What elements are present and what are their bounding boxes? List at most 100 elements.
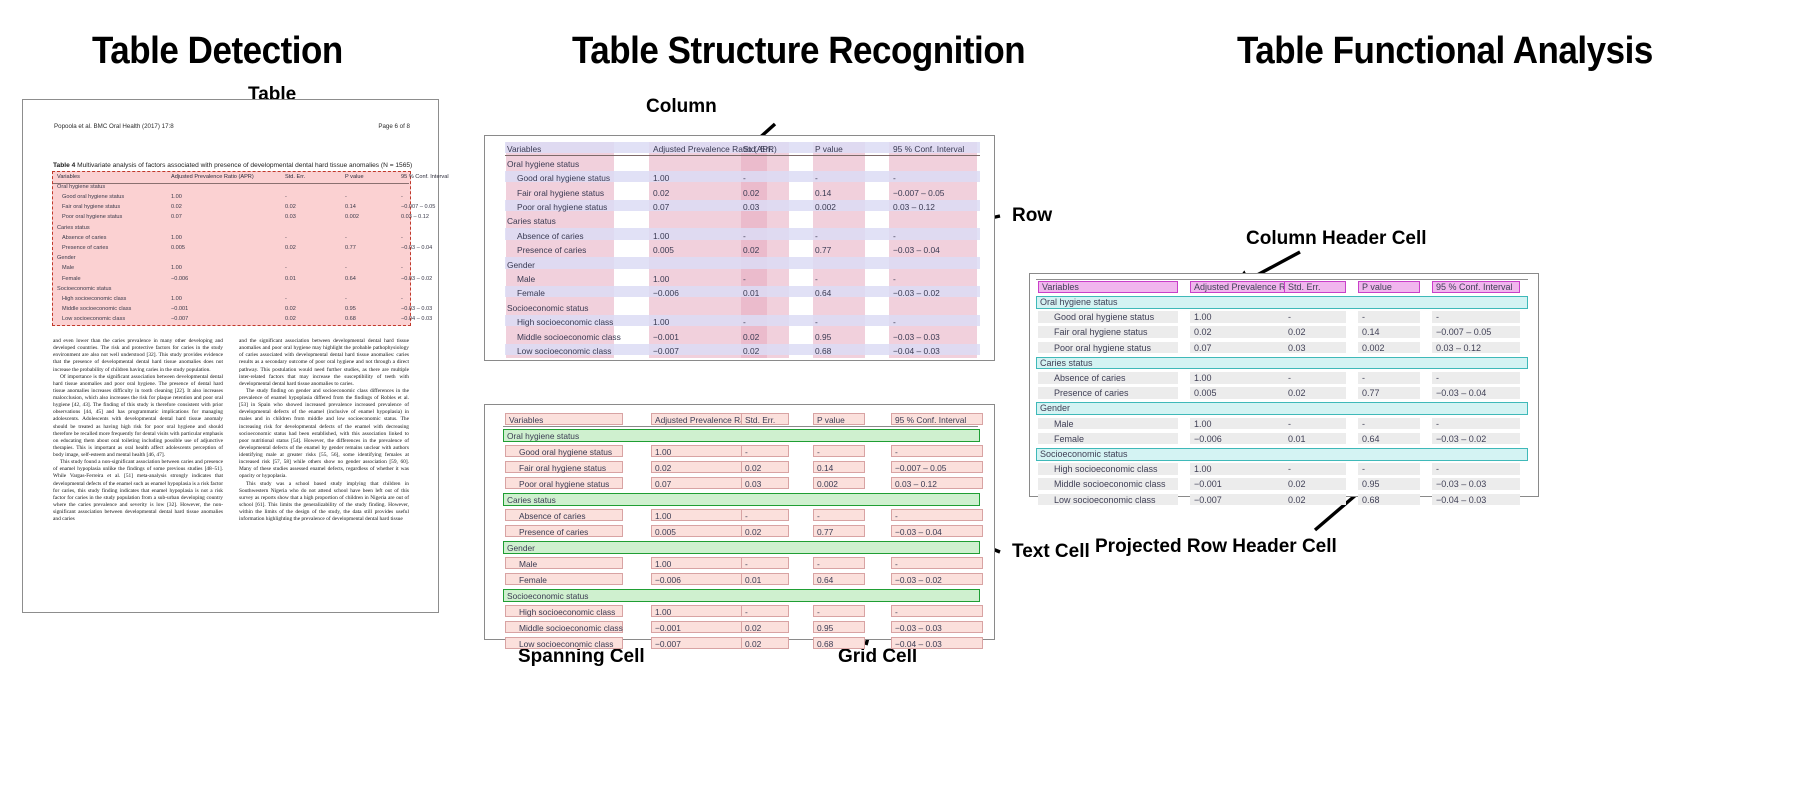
column-header-cell [1284, 281, 1346, 293]
table-cell-text: - [895, 607, 898, 617]
table-cell-text: Caries status [507, 216, 556, 227]
text-cell-text: 0.002 [1362, 342, 1385, 353]
grid-cell [891, 621, 983, 633]
table-cell-text: Gender [507, 259, 535, 270]
paper-table-cell: Gender [57, 255, 76, 262]
table-cell-text: 0.64 [815, 288, 832, 299]
callout-grid-cell: Grid Cell [838, 646, 918, 667]
paper-table-header-cell: P value [345, 173, 364, 180]
paper-table-cell: −0.007 – 0.05 [401, 204, 436, 211]
text-cell-text: - [1436, 312, 1439, 323]
grid-cell [813, 525, 865, 537]
table-cell-text: - [895, 511, 898, 521]
paper-table-header-cell: Std. Err. [285, 173, 306, 180]
text-cell-text: Female [1054, 433, 1085, 444]
text-cell-text: Middle socioeconomic class [1054, 479, 1166, 490]
paper-table-cell: Oral hygiene status [57, 183, 106, 190]
text-cell [1190, 311, 1320, 323]
projected-row-header-cell-text: Oral hygiene status [1040, 297, 1118, 307]
detected-table-region [52, 171, 411, 326]
paper-table-cell: 0.64 [345, 275, 356, 282]
grid-cell [891, 461, 983, 473]
text-cell-text: 1.00 [1194, 373, 1212, 383]
text-cell [1284, 372, 1346, 384]
grid-cell [741, 621, 789, 633]
text-cell-text: Good oral hygiene status [1054, 312, 1155, 323]
grid-cell [741, 573, 789, 585]
table-cell-text: 0.02 [743, 187, 760, 198]
text-cell [1358, 493, 1420, 506]
text-cell-text: −0.006 [1194, 433, 1222, 444]
spanning-cell [503, 589, 980, 602]
row-highlight [505, 343, 980, 355]
table-cell-text: 0.64 [817, 575, 834, 585]
text-cell [1284, 493, 1346, 506]
paper-table-cell: Fair oral hygiene status [62, 204, 121, 211]
table-cell-text: Caries status [507, 495, 556, 505]
table-cell-text: 0.02 [653, 187, 670, 198]
paper-table-cell: - [345, 265, 347, 272]
grid-cell [741, 509, 789, 521]
grid-cell [813, 445, 865, 457]
paper-page: Popoola et al. BMC Oral Health (2017) 17… [22, 99, 449, 613]
text-cell [1358, 326, 1420, 338]
text-cell-text: 0.64 [1362, 433, 1380, 444]
table-cell-text: 95 % Conf. Interval [895, 415, 967, 425]
text-cell-text: - [1362, 373, 1365, 383]
table-cell-text: 1.00 [653, 173, 670, 184]
grid-cell [741, 557, 789, 569]
text-cell-text: 0.02 [1288, 479, 1306, 490]
table-cell-text: 0.95 [817, 623, 834, 633]
text-cell [1038, 493, 1178, 506]
text-cell [1358, 372, 1420, 384]
text-cell [1358, 387, 1420, 399]
text-cell [1284, 387, 1346, 399]
paper-table-header-cell: 95 % Conf. Interval [401, 173, 449, 180]
column-header-cell [1038, 281, 1178, 293]
table-cell-text: - [895, 447, 898, 457]
table-cell-text: 0.01 [743, 288, 760, 299]
table-cell-text: 0.03 [745, 479, 762, 489]
table-cell-text: Adjusted Prevalence Ratio (APR) [653, 144, 777, 155]
table-cell-text: Poor oral hygiene status [519, 479, 610, 489]
table-cell-text: High socioeconomic class [517, 317, 614, 328]
table-cell-text: Variables [507, 144, 542, 155]
table-cell-text: Gender [507, 543, 535, 553]
table-cell-text: - [743, 173, 746, 184]
text-cell-text: Low socioeconomic class [1054, 494, 1156, 505]
table-cell-text: Middle socioeconomic class [517, 331, 621, 342]
projected-row-header-cell-text: Caries status [1040, 357, 1093, 368]
paper-paragraph: and even lower than the caries prevalenc… [53, 338, 223, 373]
table-cell-text: P value [817, 415, 845, 425]
table-cell-text: −0.04 – 0.03 [895, 639, 942, 649]
text-cell-text: −0.03 – 0.02 [1436, 433, 1487, 444]
paper-table-cell: −0.04 – 0.03 [401, 316, 433, 323]
paper-running-head: Popoola et al. BMC Oral Health (2017) 17… [54, 123, 174, 130]
table-cell-text: 0.02 [743, 245, 760, 256]
table-cell-text: - [817, 607, 820, 617]
table-cell-text: High socioeconomic class [519, 607, 616, 617]
projected-row-header-cell [1036, 402, 1528, 415]
text-cell-text: −0.007 [1194, 494, 1222, 505]
paper-table-cell: High socioeconomic class [62, 295, 127, 302]
grid-cell [891, 557, 983, 569]
grid-cell [813, 637, 865, 649]
text-cell [1432, 463, 1520, 475]
table-cell-text: - [745, 607, 748, 617]
table-cell-text: Variables [509, 415, 544, 425]
paper-table-cell: −0.001 [171, 306, 189, 313]
text-cell [1190, 478, 1320, 490]
text-cell-text: 1.00 [1194, 312, 1212, 323]
text-cell-text: 0.02 [1288, 388, 1306, 399]
table-cell-text: −0.007 [653, 346, 679, 356]
text-cell [1190, 372, 1320, 384]
text-cell-text: - [1288, 373, 1291, 383]
table-cell-text: −0.007 [655, 639, 681, 649]
paper-table-cell: 0.002 [345, 214, 359, 221]
text-cell-text: - [1436, 464, 1439, 475]
text-cell-text: High socioeconomic class [1054, 464, 1158, 475]
text-cell-text: - [1362, 312, 1365, 323]
text-cell-text: 0.14 [1362, 327, 1380, 338]
paper-table: Variables Adjusted Prevalence Ratio (APR)… [53, 172, 449, 323]
text-cell-text: 1.00 [1194, 464, 1212, 475]
